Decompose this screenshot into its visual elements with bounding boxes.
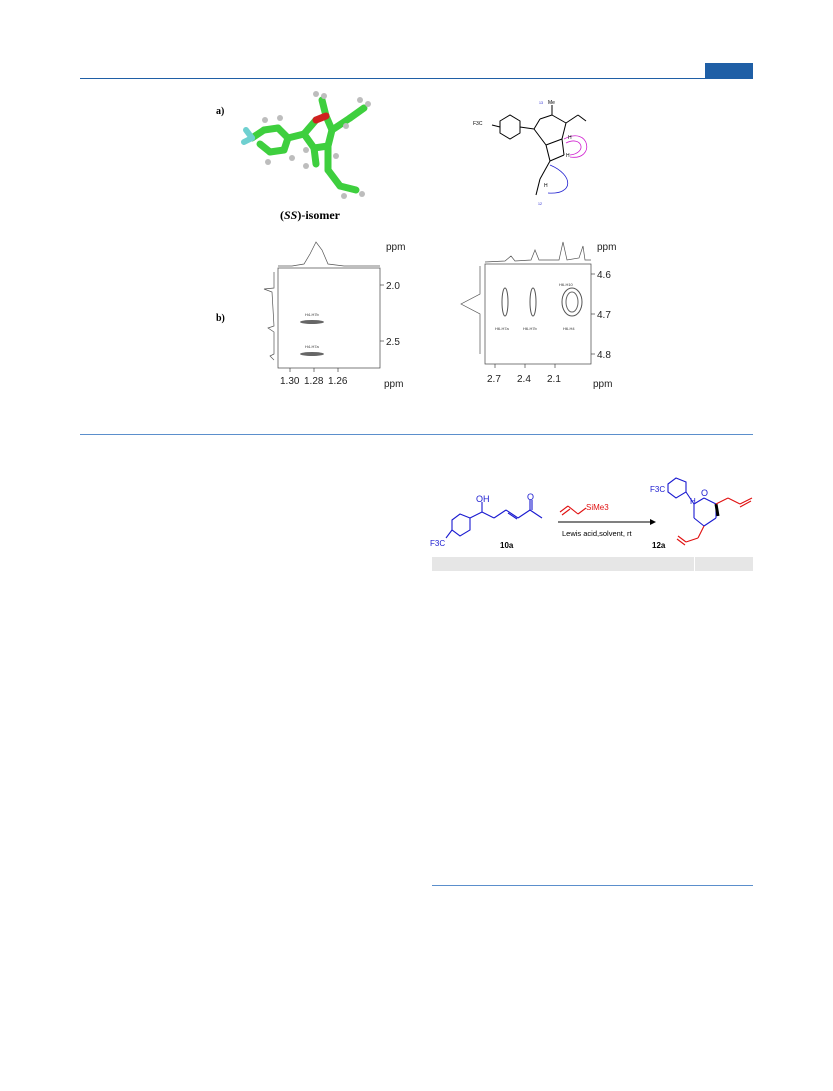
noesy-spectrum-left: H4-H7b H4-H7a ppm 2.0 2.5 1.30 1.28 1.26… [263, 241, 405, 390]
cross-peak-label: H6-H7b [523, 326, 538, 331]
x-axis-unit: ppm [384, 379, 403, 390]
f3c-label-start: F3C [430, 539, 445, 548]
ring-h-label: H [690, 497, 696, 506]
h-label: H [544, 183, 548, 189]
h-label: H [568, 135, 572, 141]
isomer-caption: (SS)-isomer [280, 208, 341, 222]
x-tick-label: 2.1 [547, 374, 561, 385]
y-tick-label: 4.8 [597, 350, 611, 361]
x-axis-unit: ppm [593, 379, 612, 390]
ring-o-label: O [701, 488, 708, 498]
y-tick-label: 2.5 [386, 337, 400, 348]
x-tick-label: 2.7 [487, 374, 501, 385]
cf3-label: F3C [473, 121, 483, 127]
y-tick-label: 4.6 [597, 270, 611, 281]
y-axis-unit: ppm [597, 242, 616, 253]
panel-b-label: b) [216, 313, 225, 324]
x-tick-label: 2.4 [517, 374, 531, 385]
compound-12a-label: 12a [652, 541, 666, 550]
y-tick-label: 2.0 [386, 281, 400, 292]
table-header [432, 557, 753, 571]
panel-a-label: a) [216, 106, 225, 117]
f3c-label-product: F3C [650, 485, 665, 494]
compound-10a-label: 10a [500, 541, 514, 550]
x-tick-label: 1.28 [304, 376, 324, 387]
cross-peak-label: H4-H7b [305, 312, 320, 317]
y-axis-unit: ppm [386, 242, 405, 253]
header-rule [80, 78, 753, 79]
cross-peak-label: H6-H10 [559, 282, 574, 287]
table-bottom-rule [432, 885, 753, 886]
3d-model-image [241, 91, 371, 199]
cross-peak-label: H6-H7a [495, 326, 510, 331]
reaction-conditions: Lewis acid,solvent, rt [562, 529, 633, 538]
noesy-spectrum-right: H6-H7a H6-H7b H6-H4 H6-H10 ppm 4.6 4.7 4… [460, 241, 616, 390]
page-header-tab [705, 63, 753, 78]
reaction-scheme: OH O F3C 10a SiMe3 Lewis acid,solvent, r… [430, 477, 753, 550]
noe-structure-diagram: F3C Me 13 H H H 12 [473, 100, 588, 206]
y-tick-label: 4.7 [597, 310, 611, 321]
carbonyl-o-label: O [527, 492, 534, 502]
h-label: H [566, 153, 570, 159]
figure-bottom-rule [80, 434, 753, 435]
cross-peak-label: H4-H7a [305, 344, 320, 349]
x-tick-label: 1.30 [280, 376, 300, 387]
x-tick-label: 1.26 [328, 376, 348, 387]
oh-label: OH [476, 494, 490, 504]
atom-12-label: 12 [538, 202, 542, 206]
cross-peak-label: H6-H4 [563, 326, 575, 331]
reagent-label: SiMe3 [586, 503, 609, 512]
atom-13-label: 13 [539, 101, 543, 105]
me-label: Me [548, 100, 555, 106]
